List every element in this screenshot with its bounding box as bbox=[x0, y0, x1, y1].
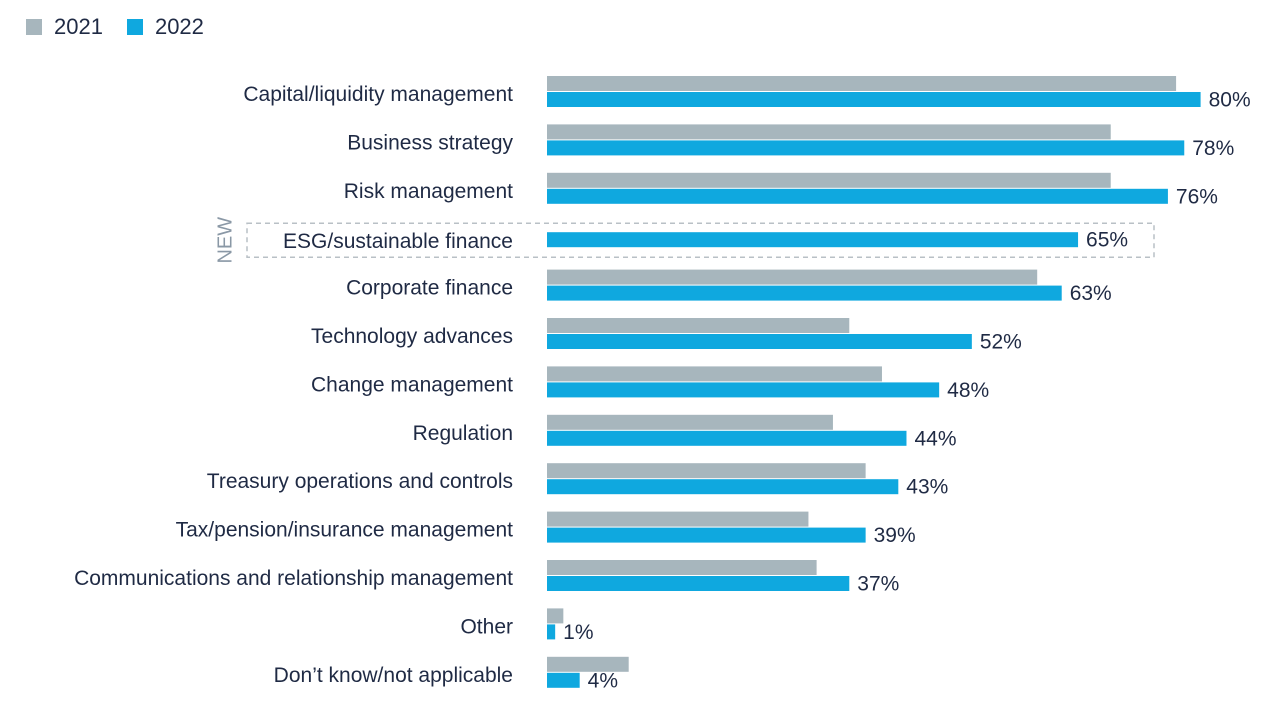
legend-swatch-2022 bbox=[126, 19, 143, 35]
legend-label-2022: 2022 bbox=[154, 14, 204, 39]
data-label-2022: 52% bbox=[980, 331, 1022, 354]
data-label-2022: 37% bbox=[857, 573, 899, 596]
category-label: Technology advances bbox=[311, 325, 513, 348]
bar-2021 bbox=[547, 269, 1038, 285]
category-label: Other bbox=[460, 615, 513, 638]
bar-2021 bbox=[547, 656, 629, 672]
data-label-2022: 44% bbox=[914, 427, 956, 450]
data-label-2022: 39% bbox=[874, 524, 916, 547]
legend-item-2021: 2021 bbox=[26, 14, 103, 40]
category-label: Risk management bbox=[344, 180, 513, 203]
bar-2022 bbox=[547, 285, 1062, 301]
data-label-2022: 1% bbox=[563, 621, 593, 644]
data-label-2022: 78% bbox=[1192, 137, 1234, 160]
legend-label-2021: 2021 bbox=[54, 14, 103, 39]
legend-swatch-2021 bbox=[26, 19, 42, 35]
bar-2021 bbox=[547, 318, 850, 333]
bar-2022 bbox=[547, 334, 972, 349]
data-label-2022: 48% bbox=[947, 379, 989, 402]
category-label: Capital/liquidity management bbox=[243, 83, 513, 106]
bar-2022 bbox=[547, 430, 907, 446]
legend: 2021 2022 bbox=[26, 14, 204, 40]
category-label: Don’t know/not applicable bbox=[274, 664, 513, 687]
bar-2022 bbox=[547, 140, 1185, 156]
category-label: Business strategy bbox=[347, 131, 513, 154]
bar-2021 bbox=[547, 366, 882, 382]
data-label-2022: 65% bbox=[1086, 229, 1128, 252]
new-tag-label: NEW bbox=[214, 217, 236, 264]
bar-2022 bbox=[547, 672, 580, 688]
data-label-2022: 43% bbox=[906, 476, 948, 499]
legend-item-2022: 2022 bbox=[126, 14, 204, 40]
bar-2021 bbox=[547, 608, 564, 624]
category-label: Corporate finance bbox=[346, 277, 513, 300]
category-label: Treasury operations and controls bbox=[207, 470, 513, 493]
data-label-2022: 76% bbox=[1176, 185, 1218, 208]
bar-2022 bbox=[547, 527, 866, 543]
bar-2021 bbox=[547, 511, 809, 527]
new-category-highlight-box bbox=[246, 222, 1155, 258]
bar-2022 bbox=[547, 232, 1079, 248]
bar-2021 bbox=[547, 76, 1177, 91]
category-label: ESG/sustainable finance bbox=[283, 230, 513, 253]
bar-2022 bbox=[547, 624, 556, 640]
data-label-2022: 4% bbox=[588, 669, 618, 692]
bar-2022 bbox=[547, 382, 940, 398]
category-label: Regulation bbox=[413, 422, 513, 445]
category-label: Tax/pension/insurance management bbox=[176, 519, 514, 542]
bar-2021 bbox=[547, 172, 1111, 188]
bar-2022 bbox=[547, 576, 850, 591]
bar-2021 bbox=[547, 414, 833, 430]
bar-2022 bbox=[547, 479, 899, 495]
bar-2021 bbox=[547, 560, 817, 575]
bar-2022 bbox=[547, 188, 1168, 204]
category-label: Change management bbox=[311, 373, 513, 396]
bar-2022 bbox=[547, 92, 1201, 107]
bar-2021 bbox=[547, 124, 1111, 140]
bar-2021 bbox=[547, 463, 866, 479]
data-label-2022: 63% bbox=[1070, 282, 1112, 305]
category-label: Communications and relationship manageme… bbox=[74, 567, 513, 590]
data-label-2022: 80% bbox=[1209, 89, 1251, 112]
